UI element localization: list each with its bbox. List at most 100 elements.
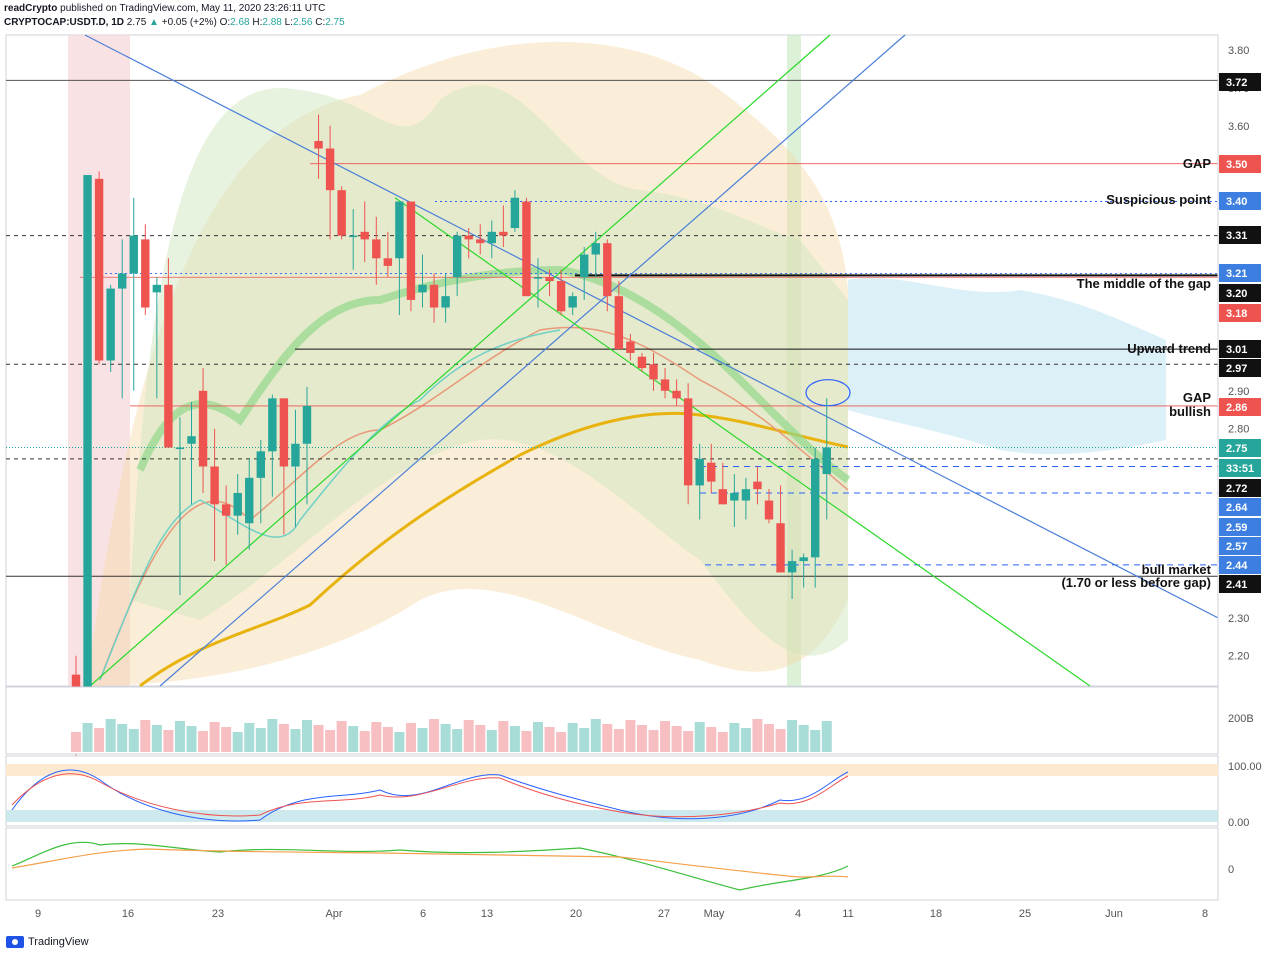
price-label-text: 2.86 bbox=[1226, 402, 1247, 414]
price-label-box bbox=[1219, 518, 1261, 536]
volume-bar bbox=[613, 729, 624, 752]
volume-bar bbox=[486, 730, 497, 752]
volume-bar bbox=[475, 725, 486, 752]
tradingview-brand[interactable]: TradingView bbox=[6, 936, 89, 948]
candle-body bbox=[164, 284, 173, 448]
x-tick-label: 18 bbox=[930, 908, 942, 920]
price-label-text: 2.59 bbox=[1226, 522, 1247, 534]
candle-body bbox=[268, 398, 277, 452]
price-label-box bbox=[1219, 575, 1261, 593]
candle-body bbox=[741, 489, 751, 501]
candle-body bbox=[718, 489, 727, 505]
candle-body bbox=[175, 447, 185, 450]
candle-body bbox=[626, 341, 635, 353]
candle-body bbox=[476, 239, 485, 244]
candle-body bbox=[256, 451, 265, 478]
close-label: C: bbox=[315, 17, 326, 28]
candle-body bbox=[464, 235, 473, 240]
volume-bar bbox=[567, 723, 578, 752]
candle-body bbox=[499, 231, 508, 236]
price-label-text: 2.41 bbox=[1226, 579, 1247, 591]
stoch-overbought-band bbox=[6, 764, 1218, 776]
candle-body bbox=[210, 466, 219, 505]
price-label-text: 2.72 bbox=[1226, 483, 1247, 495]
candle-body bbox=[545, 277, 554, 282]
candle-body bbox=[221, 504, 231, 516]
candle-body bbox=[441, 296, 450, 308]
candle-body bbox=[695, 458, 704, 486]
x-tick-label: May bbox=[704, 908, 725, 920]
candle-body bbox=[787, 561, 797, 573]
annotation-bull-market: bull market bbox=[1142, 562, 1212, 577]
candle-body bbox=[406, 201, 416, 300]
x-tick-label: Apr bbox=[325, 908, 342, 920]
x-tick-label: 11 bbox=[842, 908, 853, 920]
volume-bar bbox=[302, 720, 312, 752]
candle-body bbox=[118, 273, 127, 289]
candle-body bbox=[568, 296, 577, 308]
osc-tick-0: 0 bbox=[1228, 864, 1234, 876]
x-tick-label: 20 bbox=[570, 908, 582, 920]
ma-100 bbox=[139, 411, 849, 688]
volume-bar bbox=[636, 725, 647, 752]
y-tick-label: 3.60 bbox=[1228, 121, 1249, 133]
candle-body bbox=[141, 239, 150, 308]
trendline-up-green bbox=[89, 34, 831, 687]
volume-bar bbox=[648, 730, 659, 752]
low-value: 2.56 bbox=[292, 17, 313, 28]
price-label-text: 3.18 bbox=[1226, 308, 1247, 320]
volume-bar bbox=[371, 722, 382, 752]
price-label-box bbox=[1219, 155, 1261, 173]
volume-bar bbox=[417, 728, 428, 752]
stoch-d-line bbox=[11, 773, 849, 818]
candle-body bbox=[129, 235, 138, 274]
y-tick-label: 2.80 bbox=[1228, 424, 1249, 436]
publish-info: published on TradingView.com, May 11, 20… bbox=[60, 3, 326, 14]
x-tick-label: 13 bbox=[481, 908, 493, 920]
volume-bar bbox=[533, 722, 543, 752]
time-axis: 9 16 23 Apr 6 13 20 27 May 4 11 18 25 Jun 8 bbox=[35, 908, 1208, 920]
volume-bar bbox=[429, 719, 440, 752]
candle-body bbox=[349, 235, 358, 238]
bollinger-cloud bbox=[90, 41, 1166, 686]
price-label-text: 2.75 bbox=[1226, 443, 1247, 455]
price-label-box bbox=[1219, 537, 1261, 555]
price-label-text: 3.50 bbox=[1226, 159, 1247, 171]
candle-body bbox=[522, 201, 531, 297]
volume-bar bbox=[602, 724, 613, 752]
candle-body bbox=[487, 231, 496, 244]
author-name[interactable]: readCrypto bbox=[4, 3, 58, 14]
candle-body bbox=[799, 557, 808, 562]
volume-bar bbox=[821, 721, 832, 752]
ohlc-line: CRYPTOCAP:USDT.D, 1D 2.75 ▲ +0.05 (+2%) … bbox=[4, 16, 345, 30]
annotation-middle-gap: The middle of the gap bbox=[1077, 276, 1211, 291]
price-label-text: 3.40 bbox=[1226, 196, 1247, 208]
volume-bar bbox=[209, 722, 220, 752]
candle-body bbox=[753, 481, 762, 490]
candle-body bbox=[660, 379, 670, 391]
x-tick-label: 4 bbox=[795, 908, 801, 920]
close-value: 2.75 bbox=[325, 17, 345, 28]
oscillator-pane bbox=[5, 827, 1219, 901]
ma-10 bbox=[99, 329, 561, 681]
candle-body bbox=[83, 175, 92, 751]
volume-bar bbox=[579, 728, 590, 752]
price-label-box bbox=[1219, 264, 1261, 282]
volume-bar bbox=[313, 725, 324, 752]
candle-body bbox=[152, 284, 162, 293]
candle-body bbox=[452, 235, 462, 278]
volume-bar bbox=[740, 728, 751, 752]
volume-bar bbox=[290, 729, 301, 752]
trend-lines bbox=[84, 34, 1219, 687]
annotation-upward-trend: Upward trend bbox=[1127, 341, 1211, 356]
indicator-panes: 200B 100.00 0.00 0 bbox=[5, 686, 1262, 901]
volume-bar bbox=[775, 729, 786, 752]
volume-bar bbox=[452, 729, 463, 752]
volume-bar bbox=[359, 731, 370, 752]
y-tick-label: 2.20 bbox=[1228, 651, 1249, 663]
osc-signal-orange bbox=[11, 848, 849, 878]
volume-bar bbox=[521, 731, 532, 752]
volume-bar bbox=[267, 719, 278, 752]
volume-bar bbox=[255, 728, 266, 752]
